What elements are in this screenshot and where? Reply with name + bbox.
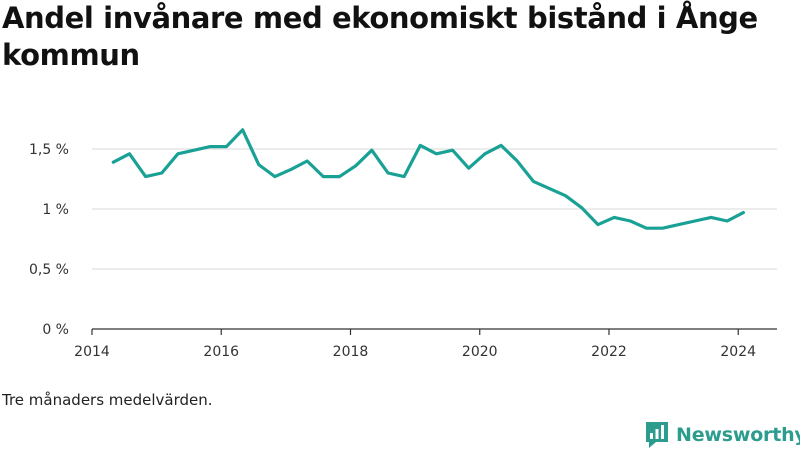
y-axis-labels: 0 % 0,5 % 1 % 1,5 % [29,142,69,338]
x-tick-label: 2020 [462,344,498,360]
y-tick-label: 1 % [42,202,69,218]
brand-name: Newsworthy [676,424,800,446]
chart-title: Andel invånare med ekonomiskt bistånd i … [2,1,758,72]
x-axis-ticks: 2014 2016 2018 2020 2022 2024 [74,329,756,360]
x-tick-label: 2018 [333,344,369,360]
chart-note: Tre månaders medelvärden. [2,391,213,409]
y-tick-label: 1,5 % [29,142,69,158]
y-tick-label: 0,5 % [29,262,69,278]
x-tick-label: 2022 [591,344,627,360]
newsworthy-logo[interactable]: Newsworthy [644,419,800,451]
x-tick-label: 2016 [203,344,239,360]
newsworthy-logo-icon [646,422,668,448]
series-line [111,128,745,230]
gridlines [92,148,777,270]
x-tick-label: 2024 [720,344,756,360]
y-tick-label: 0 % [42,322,69,338]
x-tick-label: 2014 [74,344,110,360]
